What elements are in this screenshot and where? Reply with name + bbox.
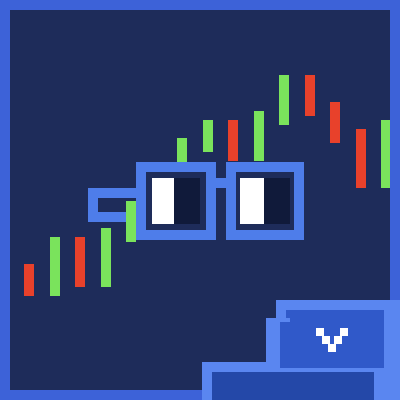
- cap-crown-left: [280, 322, 292, 368]
- glasses-right-lens-white: [240, 178, 264, 224]
- candle-up: [101, 228, 111, 287]
- frame-left: [0, 0, 10, 400]
- candle-up: [254, 111, 264, 161]
- frame-right: [390, 0, 400, 300]
- candle-down: [330, 102, 340, 143]
- candle-down: [305, 75, 315, 116]
- cap-crown-top: [286, 310, 384, 318]
- candle-up: [126, 201, 136, 242]
- cap-brim: [212, 372, 374, 400]
- glasses-bridge: [216, 178, 226, 188]
- pixel-glasses-icon: [88, 162, 304, 240]
- glasses-temple-upper: [88, 188, 136, 198]
- glasses-right-pupil: [264, 178, 290, 224]
- candle-down: [356, 129, 366, 188]
- candle-up: [203, 120, 213, 152]
- pixel-cap-icon: [202, 300, 400, 400]
- glasses-left-lens-white: [152, 178, 174, 224]
- frame-top: [0, 0, 400, 10]
- chevron-down-icon: [316, 328, 348, 352]
- candle-up: [50, 237, 60, 296]
- cap-crown-right-outline: [384, 300, 400, 400]
- candle-down: [228, 120, 238, 161]
- glasses-temple-side: [88, 188, 98, 222]
- candle-up: [279, 75, 289, 125]
- glasses-left-pupil: [174, 178, 200, 224]
- candle-down: [75, 237, 85, 287]
- candle-down: [24, 264, 34, 296]
- glasses-temple-lower: [88, 212, 126, 222]
- frame-bottom: [0, 390, 202, 400]
- candle-up: [381, 120, 391, 188]
